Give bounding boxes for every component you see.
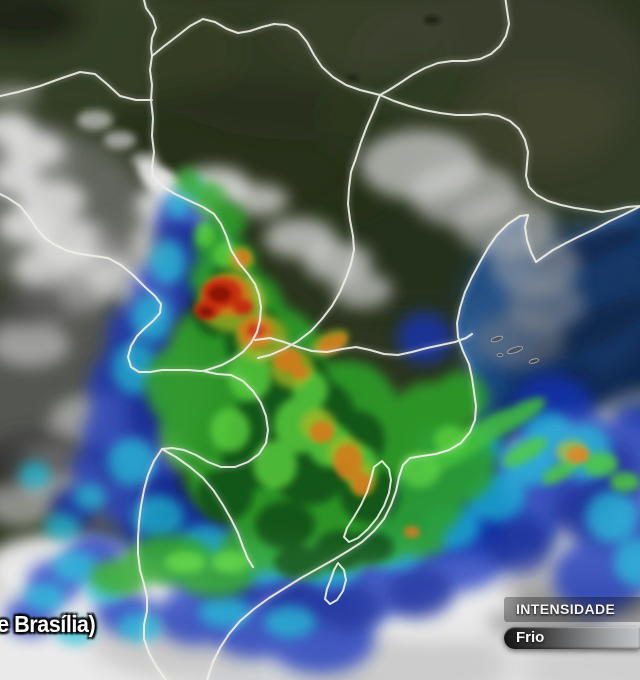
intensity-legend-title-bar: INTENSIDADE: [504, 597, 640, 622]
intensity-legend-title: INTENSIDADE: [516, 601, 616, 617]
intensity-scale-label: Frio: [516, 629, 545, 646]
timestamp-label: e Brasília): [0, 611, 96, 637]
lagoa-mirim-outline: [324, 562, 347, 605]
lagoa-dos-patos-outline: [343, 460, 392, 543]
intensity-scale-bar: Frio: [504, 627, 640, 649]
